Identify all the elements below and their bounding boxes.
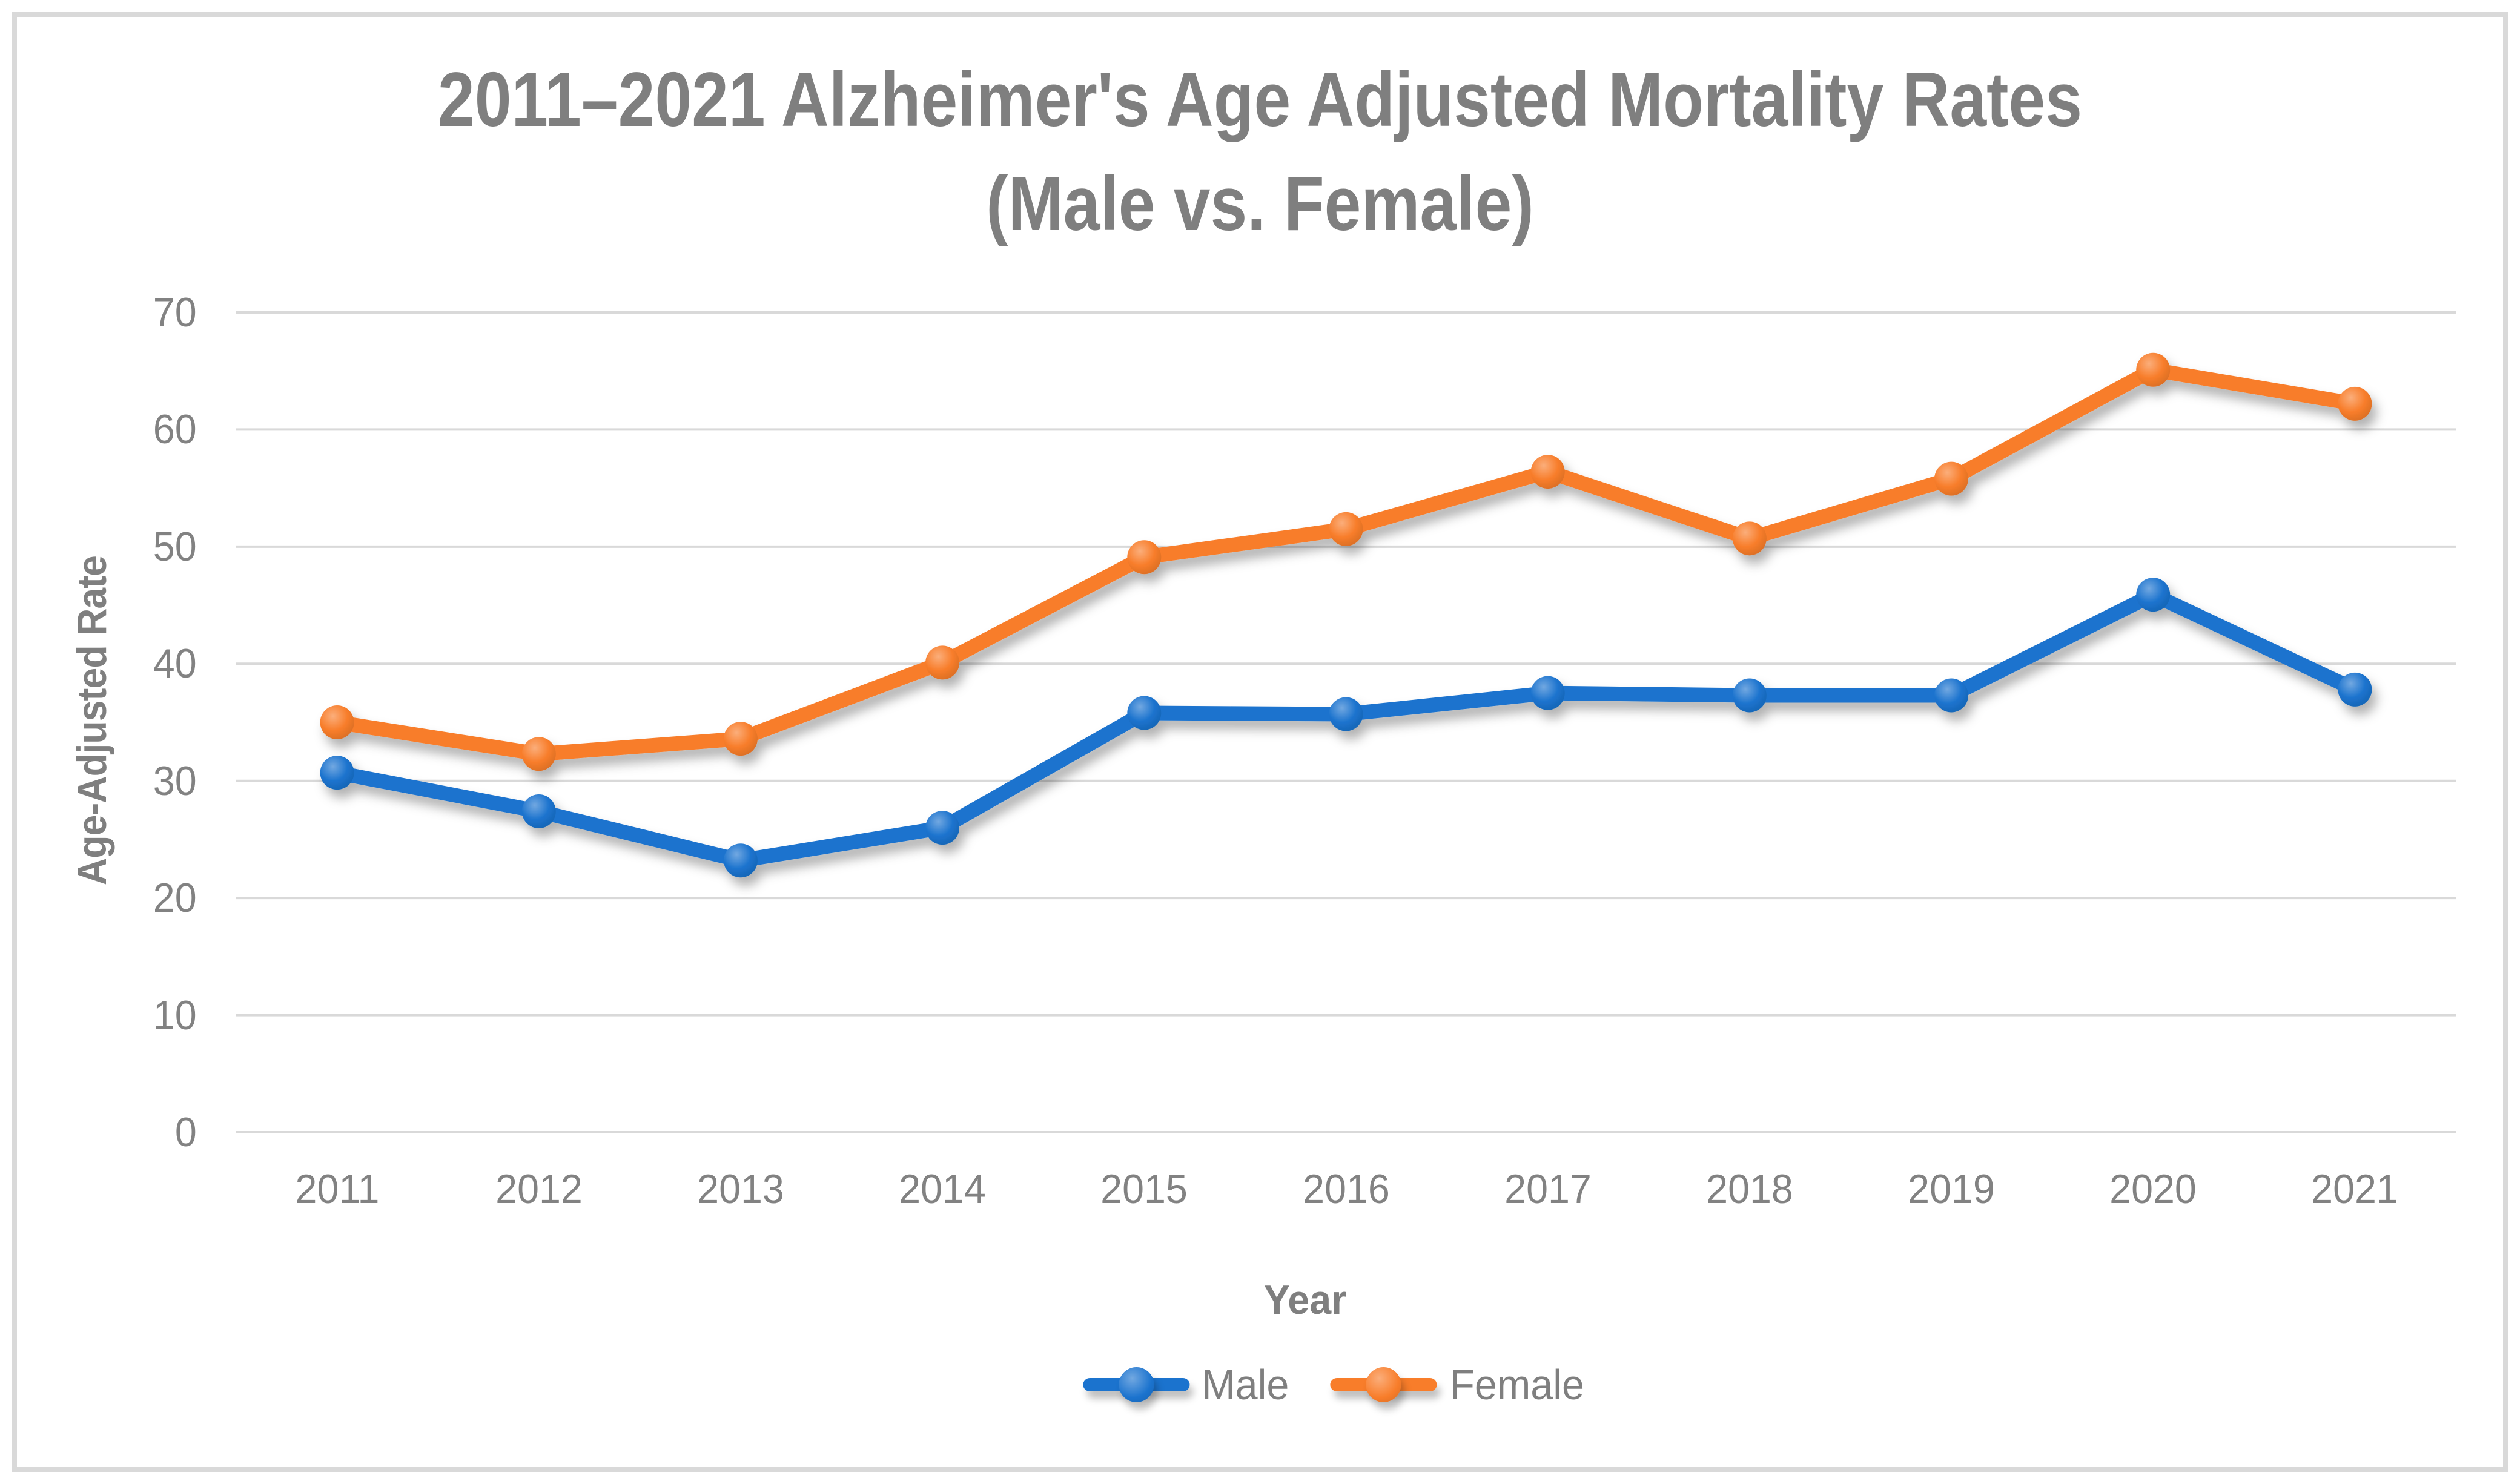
- female-data-point: [1934, 461, 1969, 496]
- series-group: [320, 352, 2372, 878]
- x-tick-label: 2016: [1302, 1166, 1390, 1212]
- legend-label: Female: [1449, 1361, 1584, 1408]
- y-tick-label: 20: [153, 875, 197, 922]
- female-data-point: [1530, 455, 1565, 489]
- y-tick-label: 40: [153, 641, 197, 687]
- chart-title-line1: 2011–2021 Alzheimer's Age Adjusted Morta…: [437, 56, 2083, 142]
- x-tick-label: 2019: [1908, 1166, 1995, 1212]
- x-tick-label: 2014: [899, 1166, 986, 1212]
- male-data-point: [1127, 696, 1162, 730]
- chart-border: [12, 12, 2508, 1472]
- male-legend-marker-icon: [1119, 1367, 1154, 1402]
- female-data-point: [723, 722, 758, 756]
- male-data-point: [925, 811, 960, 845]
- x-tick-label: 2013: [697, 1166, 784, 1212]
- chart-title: 2011–2021 Alzheimer's Age Adjusted Morta…: [176, 47, 2343, 256]
- female-data-point: [521, 737, 556, 771]
- female-line: [329, 362, 2363, 762]
- female-legend-marker-icon: [1366, 1367, 1401, 1402]
- series-female: [320, 352, 2372, 771]
- x-tick-label: 2015: [1100, 1166, 1188, 1212]
- chart-title-line2: (Male vs. Female): [986, 160, 1534, 246]
- male-data-point: [1934, 678, 1969, 713]
- y-tick-label: 50: [153, 523, 197, 570]
- female-data-point: [320, 705, 354, 739]
- female-data-point: [1127, 540, 1162, 575]
- legend-label: Male: [1202, 1361, 1289, 1408]
- x-axis-title: Year: [1263, 1277, 1347, 1323]
- x-tick-label: 2020: [2109, 1166, 2197, 1212]
- x-tick-label: 2011: [295, 1166, 380, 1212]
- y-tick-label: 10: [153, 992, 197, 1038]
- male-data-point: [320, 756, 354, 790]
- x-tick-label: 2018: [1706, 1166, 1793, 1212]
- legend: Male Female: [1083, 1360, 1587, 1409]
- female-data-point: [2136, 352, 2171, 387]
- male-data-point: [521, 794, 556, 829]
- y-tick-label: 70: [153, 289, 197, 335]
- male-data-point: [1732, 678, 1767, 713]
- x-tick-label: 2021: [2311, 1166, 2399, 1212]
- female-data-point: [1732, 521, 1767, 556]
- gridlines-group: [236, 311, 2456, 1133]
- male-data-point: [1530, 676, 1565, 710]
- female-data-point: [925, 645, 960, 680]
- male-data-point: [1329, 697, 1363, 731]
- legend-item-male: Male: [1083, 1360, 1291, 1409]
- x-tick-label: 2017: [1504, 1166, 1592, 1212]
- y-tick-label: 0: [175, 1109, 197, 1155]
- female-legend-line-icon: [1330, 1367, 1437, 1402]
- x-tick-label: 2012: [495, 1166, 583, 1212]
- male-legend-line-icon: [1083, 1367, 1190, 1402]
- y-tick-label: 30: [153, 757, 197, 804]
- female-data-point: [1329, 512, 1363, 546]
- male-data-point: [723, 843, 758, 878]
- legend-item-female: Female: [1330, 1360, 1587, 1409]
- male-data-point: [2338, 672, 2372, 707]
- male-data-point: [2136, 578, 2171, 612]
- series-male: [320, 578, 2372, 878]
- female-data-point: [2338, 386, 2372, 421]
- y-tick-label: 60: [153, 406, 197, 453]
